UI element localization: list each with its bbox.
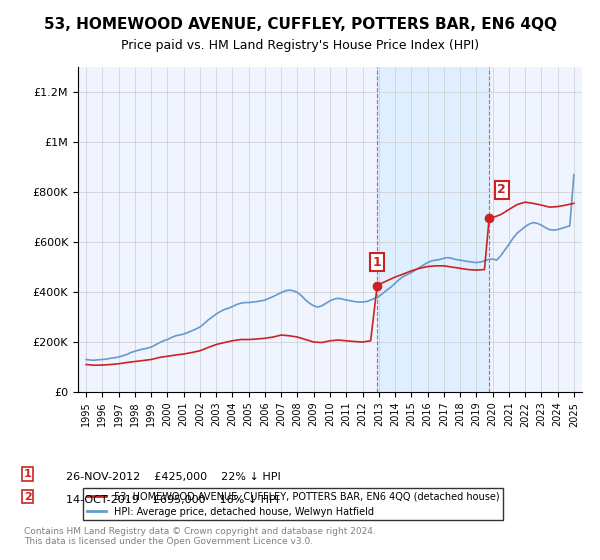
Text: 26-NOV-2012    £425,000    22% ↓ HPI: 26-NOV-2012 £425,000 22% ↓ HPI [66,472,281,482]
Legend: 53, HOMEWOOD AVENUE, CUFFLEY, POTTERS BAR, EN6 4QQ (detached house), HPI: Averag: 53, HOMEWOOD AVENUE, CUFFLEY, POTTERS BA… [83,488,503,520]
Text: 2: 2 [497,183,506,197]
Text: Price paid vs. HM Land Registry's House Price Index (HPI): Price paid vs. HM Land Registry's House … [121,39,479,52]
Bar [377,67,489,392]
Text: 1: 1 [372,256,381,269]
Text: 14-OCT-2019    £695,000    16% ↓ HPI: 14-OCT-2019 £695,000 16% ↓ HPI [66,494,279,505]
Text: 53, HOMEWOOD AVENUE, CUFFLEY, POTTERS BAR, EN6 4QQ: 53, HOMEWOOD AVENUE, CUFFLEY, POTTERS BA… [44,17,557,32]
Text: 1: 1 [24,469,32,479]
Text: 2: 2 [24,492,32,502]
Text: Contains HM Land Registry data © Crown copyright and database right 2024.
This d: Contains HM Land Registry data © Crown c… [24,526,376,546]
